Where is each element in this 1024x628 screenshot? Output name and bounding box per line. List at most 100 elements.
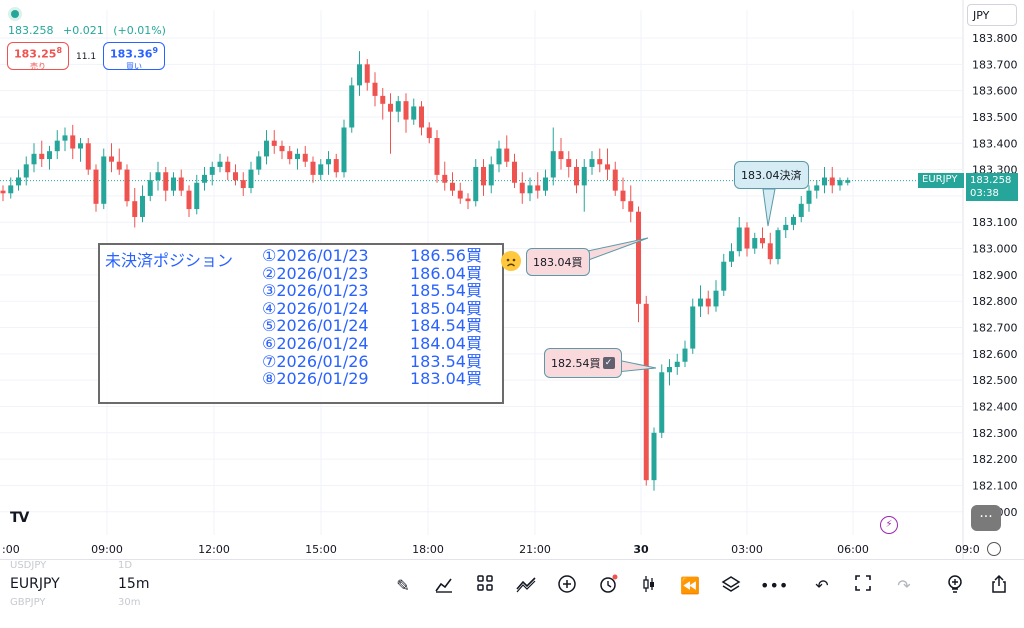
candle [194, 174, 200, 215]
candle-body [16, 177, 21, 186]
time-axis-label: 12:00 [198, 543, 230, 556]
price-axis-label: 182.600 [972, 348, 1018, 361]
layers-icon[interactable] [719, 574, 743, 598]
fullscreen-icon[interactable] [851, 574, 875, 598]
position-price: 183.04買 [410, 369, 482, 389]
positions-title: 未決済ポジション [105, 251, 234, 270]
candle [783, 216, 789, 239]
pointer-buy-18254 [616, 359, 657, 373]
sell-price-pip: 8 [56, 46, 63, 55]
candle [798, 195, 804, 223]
position-price: 184.54買 [410, 316, 482, 336]
templates-grid-icon[interactable] [473, 574, 497, 598]
bar-countdown: 03:38 [970, 188, 999, 199]
candle-body [760, 238, 765, 244]
candle-body [411, 106, 417, 120]
callout-buy-18254-text: 182.54買 [551, 357, 601, 370]
candle-body [178, 177, 184, 191]
interval-selector[interactable]: 15m [118, 576, 150, 592]
share-icon[interactable] [987, 574, 1011, 598]
candle-body [713, 290, 719, 307]
sell-button[interactable]: 183.258 売り [7, 42, 69, 71]
current-price-value: 183.258 [970, 175, 1012, 186]
candle [636, 206, 641, 323]
candle [705, 290, 711, 315]
buy-button[interactable]: 183.369 買い [103, 42, 165, 71]
candle [651, 427, 657, 491]
candle [0, 185, 6, 202]
candle-body [434, 138, 440, 175]
candle [806, 185, 812, 212]
candle-body [403, 101, 409, 120]
candle-body [512, 161, 517, 183]
candle [256, 151, 262, 175]
add-icon[interactable] [555, 574, 579, 598]
time-axis-label: 15:00 [305, 543, 337, 556]
candle-body [0, 190, 6, 194]
candle [78, 138, 83, 162]
candle-body [349, 85, 355, 128]
candle-body [690, 306, 696, 349]
candle [690, 298, 696, 354]
time-axis-label: 21:00 [519, 543, 551, 556]
chat-icon[interactable]: ··· [971, 505, 1001, 531]
candle-type-icon[interactable] [637, 574, 661, 598]
candle-body [155, 172, 161, 181]
candle [388, 93, 393, 154]
candle-body [395, 101, 401, 112]
price-axis-label: 182.900 [972, 269, 1018, 282]
lightning-icon[interactable]: ⚡ [880, 516, 898, 534]
candle-body [202, 174, 207, 183]
redo-icon[interactable]: ↷ [897, 576, 911, 595]
quote-change-pct: (+0.01%) [113, 24, 166, 37]
buy-label: 買い [126, 61, 142, 71]
symbol-below[interactable]: GBPJPY [10, 597, 46, 608]
candle [566, 151, 572, 178]
price-axis-label: 183.000 [972, 243, 1018, 256]
alarm-icon[interactable] [596, 574, 620, 598]
candle [209, 161, 215, 186]
axis-settings-icon[interactable] [987, 542, 1001, 556]
candle [519, 172, 525, 204]
candle [442, 161, 448, 191]
candle [225, 156, 231, 181]
candle [364, 59, 370, 91]
idea-bulb-icon[interactable] [943, 574, 967, 598]
candle [47, 145, 52, 170]
candle-body [186, 190, 192, 210]
candle-body [519, 182, 525, 194]
candle-body [496, 148, 502, 165]
candle-body [705, 298, 711, 307]
candle [822, 166, 827, 194]
candle-body [124, 169, 130, 202]
interval-below[interactable]: 30m [118, 597, 141, 608]
candle-body [419, 106, 424, 128]
candle [341, 119, 347, 178]
symbol-selector[interactable]: EURJPY [10, 576, 60, 592]
candle-body [318, 164, 324, 175]
callout-settle-18304-text: 183.04決済 [741, 169, 802, 182]
price-axis-label: 183.400 [972, 137, 1018, 150]
candle [597, 148, 603, 173]
callout-buy-18304-text: 183.04買 [533, 256, 583, 269]
currency-select[interactable]: JPY [967, 4, 1017, 26]
symbol-above[interactable]: USDJPY [10, 560, 47, 571]
strategy-icon[interactable] [514, 574, 538, 598]
sell-price: 183.25 [13, 47, 57, 61]
candle [54, 130, 60, 160]
candle-body [698, 298, 703, 307]
candle [101, 148, 107, 210]
undo-icon[interactable]: ↶ [815, 576, 829, 595]
candle [155, 161, 161, 191]
draw-pen-icon[interactable]: ✎ [396, 576, 410, 595]
candle [744, 222, 750, 257]
candles [0, 51, 851, 491]
more-icon[interactable]: ••• [760, 576, 789, 595]
position-row: ④2026/01/24 185.04買 [262, 300, 482, 318]
quote-change: +0.021 [63, 24, 104, 37]
indicators-icon[interactable] [432, 574, 456, 598]
callout-buy-18254: 182.54買 ✓ [544, 348, 622, 378]
replay-icon[interactable]: ⏪ [680, 576, 700, 595]
candle-body [194, 182, 200, 210]
interval-above[interactable]: 1D [118, 560, 133, 571]
